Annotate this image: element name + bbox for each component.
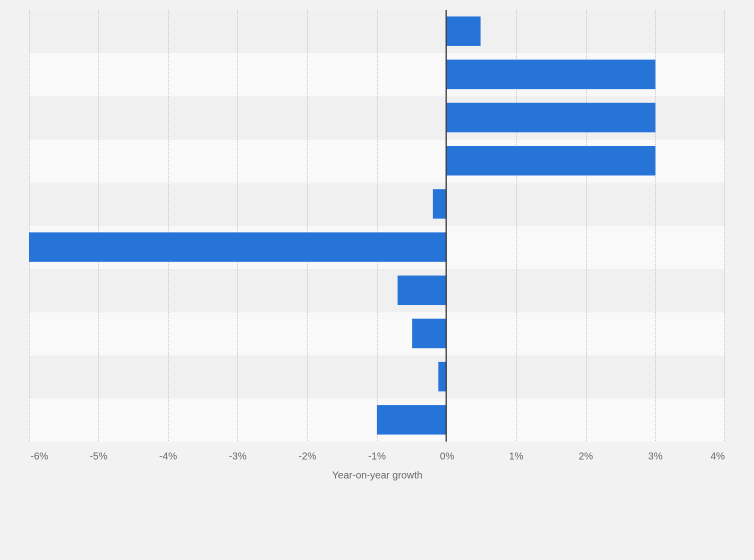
- svg-text:1%: 1%: [509, 452, 524, 463]
- svg-text:Year-on-year growth: Year-on-year growth: [332, 470, 422, 481]
- svg-text:-2%: -2%: [299, 452, 317, 463]
- svg-text:-5%: -5%: [90, 452, 108, 463]
- svg-text:-6%: -6%: [31, 452, 49, 463]
- svg-text:-1%: -1%: [368, 452, 386, 463]
- svg-text:3%: 3%: [648, 452, 663, 463]
- svg-text:2%: 2%: [579, 452, 594, 463]
- svg-text:-4%: -4%: [159, 452, 177, 463]
- svg-text:0%: 0%: [440, 452, 455, 463]
- svg-text:-3%: -3%: [229, 452, 247, 463]
- svg-text:4%: 4%: [710, 452, 725, 463]
